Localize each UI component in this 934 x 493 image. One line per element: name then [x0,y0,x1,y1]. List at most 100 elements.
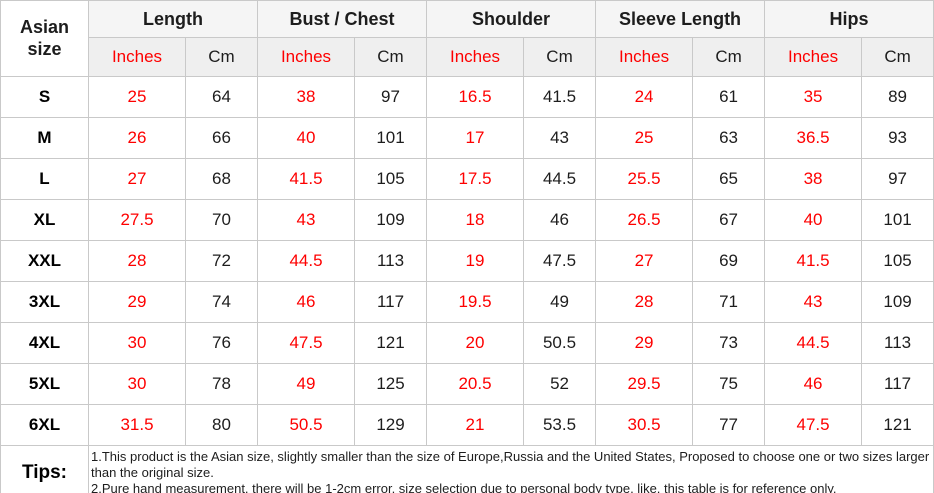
value-cell-inches: 41.5 [764,240,863,282]
value-cell-cm: 72 [185,240,258,282]
value-cell-inches: 40 [257,117,355,159]
value-cell-cm: 105 [353,158,428,200]
size-row: S 25 64 38 97 16.5 41.5 24 61 35 89 [0,76,934,118]
tips-line-1: 1.This product is the Asian size, slight… [91,448,930,480]
value-cell-inches: 25 [88,76,186,118]
group-header-sleeve-length: Sleeve Length [595,0,766,38]
value-cell-inches: 43 [764,281,863,323]
value-cell-cm: 71 [692,281,766,323]
group-header-row: Asian size Length Bust / Chest Shoulder … [0,0,934,77]
value-cell-inches: 27.5 [88,199,186,241]
value-cell-cm: 93 [861,117,934,159]
size-label: XXL [0,240,89,282]
unit-header-row: Inches Cm Inches Cm Inches Cm Inches Cm … [1,37,934,77]
unit-header-cm: Cm [523,37,597,77]
value-cell-inches: 29.5 [595,363,694,405]
size-label: S [0,76,89,118]
value-cell-inches: 19 [426,240,525,282]
value-cell-inches: 30.5 [595,404,694,446]
unit-header-inches: Inches [764,37,863,77]
unit-header-inches: Inches [88,37,186,77]
value-cell-cm: 49 [523,281,597,323]
value-cell-cm: 41.5 [523,76,597,118]
value-cell-cm: 117 [353,281,428,323]
value-cell-inches: 44.5 [257,240,355,282]
corner-header: Asian size [0,0,89,77]
unit-header-inches: Inches [257,37,355,77]
group-header-length: Length [88,0,258,38]
value-cell-inches: 31.5 [88,404,186,446]
value-cell-cm: 50.5 [523,322,597,364]
value-cell-inches: 27 [88,158,186,200]
value-cell-inches: 25.5 [595,158,694,200]
value-cell-cm: 129 [353,404,428,446]
value-cell-inches: 40 [764,199,863,241]
value-cell-inches: 19.5 [426,281,525,323]
value-cell-inches: 29 [88,281,186,323]
value-cell-inches: 49 [257,363,355,405]
group-header-shoulder: Shoulder [426,0,597,38]
value-cell-cm: 46 [523,199,597,241]
value-cell-cm: 63 [692,117,766,159]
value-cell-inches: 41.5 [257,158,355,200]
value-cell-cm: 76 [185,322,258,364]
unit-header-cm: Cm [692,37,766,77]
value-cell-inches: 28 [88,240,186,282]
value-cell-cm: 52 [523,363,597,405]
value-cell-cm: 113 [353,240,428,282]
value-cell-inches: 29 [595,322,694,364]
value-cell-inches: 47.5 [764,404,863,446]
value-cell-cm: 80 [185,404,258,446]
value-cell-inches: 44.5 [764,322,863,364]
value-cell-cm: 43 [523,117,597,159]
value-cell-cm: 70 [185,199,258,241]
value-cell-cm: 125 [353,363,428,405]
value-cell-inches: 46 [764,363,863,405]
value-cell-cm: 53.5 [523,404,597,446]
size-row: 3XL 29 74 46 117 19.5 49 28 71 43 109 [0,281,934,323]
value-cell-inches: 43 [257,199,355,241]
value-cell-cm: 97 [353,76,428,118]
value-cell-inches: 20 [426,322,525,364]
value-cell-cm: 44.5 [523,158,597,200]
value-cell-cm: 68 [185,158,258,200]
value-cell-inches: 38 [257,76,355,118]
value-cell-cm: 65 [692,158,766,200]
value-cell-cm: 61 [692,76,766,118]
value-cell-cm: 73 [692,322,766,364]
value-cell-cm: 113 [861,322,934,364]
value-cell-inches: 38 [764,158,863,200]
value-cell-inches: 26.5 [595,199,694,241]
unit-header-cm: Cm [353,37,428,77]
value-cell-inches: 46 [257,281,355,323]
value-cell-inches: 47.5 [257,322,355,364]
value-cell-cm: 121 [353,322,428,364]
unit-header-cm: Cm [185,37,258,77]
size-label: 6XL [0,404,89,446]
size-row: 4XL 30 76 47.5 121 20 50.5 29 73 44.5 113 [0,322,934,364]
value-cell-cm: 121 [861,404,934,446]
tips-text: 1.This product is the Asian size, slight… [87,445,934,493]
value-cell-cm: 64 [185,76,258,118]
value-cell-inches: 36.5 [764,117,863,159]
value-cell-inches: 27 [595,240,694,282]
tips-label: Tips: [0,445,89,493]
size-label: M [0,117,89,159]
value-cell-cm: 117 [861,363,934,405]
unit-header-inches: Inches [595,37,694,77]
value-cell-inches: 35 [764,76,863,118]
size-label: 5XL [0,363,89,405]
value-cell-cm: 77 [692,404,766,446]
tips-line-2: 2.Pure hand measurement, there will be 1… [91,480,837,493]
size-row: L 27 68 41.5 105 17.5 44.5 25.5 65 38 97 [0,158,934,200]
value-cell-inches: 30 [88,322,186,364]
value-cell-cm: 66 [185,117,258,159]
value-cell-cm: 89 [861,76,934,118]
size-label: 3XL [0,281,89,323]
value-cell-inches: 50.5 [257,404,355,446]
value-cell-cm: 105 [861,240,934,282]
size-label: XL [0,199,89,241]
size-row: M 26 66 40 101 17 43 25 63 36.5 93 [0,117,934,159]
